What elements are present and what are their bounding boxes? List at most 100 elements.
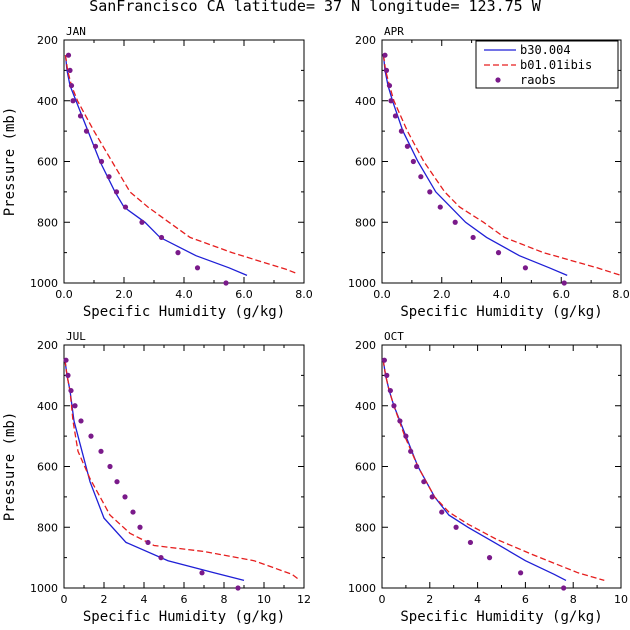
data-point-raobs	[391, 403, 397, 409]
data-point-raobs	[429, 494, 435, 500]
legend-label: raobs	[520, 73, 556, 87]
data-point-raobs	[235, 585, 241, 591]
panel-label: JUL	[66, 330, 86, 343]
data-point-raobs	[403, 433, 409, 439]
panel-jan: JAN 0.0 2.0 4.0 6.0 8.0 200 400 600 800 1000 Specif…	[2, 25, 313, 320]
y-tick-label: 200	[355, 34, 376, 47]
y-tick-label: 800	[355, 521, 376, 534]
panel-label: APR	[384, 25, 404, 38]
panel-apr: APR 0.0 2.0 4.0 6.0 8.0 200 400 600 800 1000 Specif…	[348, 25, 630, 320]
data-point-raobs	[453, 524, 459, 530]
data-point-raobs	[392, 113, 399, 119]
y-tick-label: 1000	[30, 582, 58, 595]
x-tick-label: 2.0	[433, 288, 451, 301]
legend-label: b30.004	[520, 43, 571, 57]
y-tick-label: 600	[37, 461, 58, 474]
data-point-raobs	[404, 143, 410, 149]
x-tick-label: 8	[570, 593, 577, 606]
x-tick-label: 2	[426, 593, 433, 606]
series-line-b30-004	[64, 360, 245, 582]
panel-oct: OCT 0 2 4 6 8 10 200 400 600 800 1000 Specific Humid…	[348, 330, 628, 625]
data-point-raobs	[65, 372, 71, 378]
data-point-raobs	[63, 357, 69, 363]
data-point-raobs	[175, 250, 181, 256]
legend-swatch-dot	[495, 77, 501, 83]
data-point-raobs	[414, 463, 420, 470]
x-tick-label: 2	[101, 593, 108, 606]
y-tick-label: 400	[355, 95, 376, 108]
data-point-raobs	[68, 387, 74, 394]
y-tick-label: 200	[37, 34, 58, 47]
x-tick-label: 12	[297, 593, 311, 606]
x-tick-label: 8.0	[612, 288, 630, 301]
data-point-raobs	[381, 357, 387, 363]
data-point-raobs	[388, 98, 394, 104]
data-point-raobs	[107, 463, 113, 470]
data-point-raobs	[397, 418, 403, 424]
x-tick-label: 0	[61, 593, 68, 606]
data-point-raobs	[98, 448, 104, 454]
data-point-raobs	[382, 52, 388, 58]
data-point-raobs	[387, 387, 393, 394]
data-point-raobs	[408, 448, 414, 454]
series-line-b01-01ibis	[64, 360, 301, 581]
y-tick-label: 800	[355, 216, 376, 229]
x-tick-label: 4	[474, 593, 481, 606]
data-point-raobs	[421, 479, 427, 485]
data-point-raobs	[92, 143, 99, 149]
data-point-raobs	[88, 433, 94, 439]
x-axis-label: Specific Humidity (g/kg)	[83, 304, 285, 320]
data-point-raobs	[98, 158, 105, 165]
x-tick-label: 6.0	[235, 288, 253, 301]
x-tick-label: 6	[181, 593, 188, 606]
panel-jul: JUL 0 2 4 6 8 10 12 200 400 600 800 1000 Specific Hum…	[2, 330, 311, 625]
x-tick-label: 4.0	[493, 288, 511, 301]
y-tick-label: 400	[37, 400, 58, 413]
data-point-raobs	[139, 219, 145, 225]
y-tick-label: 1000	[348, 277, 376, 290]
y-tick-label: 200	[355, 339, 376, 352]
x-tick-label: 2.0	[115, 288, 133, 301]
data-point-raobs	[78, 418, 84, 424]
data-point-raobs	[68, 82, 75, 89]
data-point-raobs	[106, 174, 112, 180]
x-tick-label: 4	[141, 593, 148, 606]
y-tick-label: 1000	[30, 277, 58, 290]
series-line-b30-004	[64, 55, 248, 276]
y-axis-label: Pressure (mb)	[2, 412, 18, 522]
y-tick-label: 400	[355, 400, 376, 413]
x-tick-label: 8	[221, 593, 228, 606]
x-tick-label: 0.0	[55, 288, 73, 301]
x-tick-label: 8.0	[295, 288, 313, 301]
data-point-raobs	[199, 570, 205, 576]
data-point-raobs	[158, 555, 164, 561]
data-point-raobs	[384, 372, 390, 378]
data-point-raobs	[418, 174, 424, 180]
figure-title: SanFrancisco CA latitude= 37 N longitude…	[89, 0, 542, 15]
data-point-raobs	[67, 67, 73, 73]
data-point-raobs	[561, 585, 567, 591]
panel-label: OCT	[384, 330, 404, 343]
data-point-raobs	[145, 539, 151, 546]
y-tick-label: 600	[355, 156, 376, 169]
data-point-raobs	[486, 555, 493, 561]
data-point-raobs	[427, 189, 433, 195]
data-point-raobs	[470, 234, 476, 241]
plot-frame	[63, 344, 305, 589]
x-tick-label: 10	[614, 593, 628, 606]
series-line-b01-01ibis	[382, 360, 605, 582]
data-point-raobs	[522, 265, 529, 271]
x-axis-label: Specific Humidity (g/kg)	[400, 304, 602, 320]
y-tick-label: 800	[37, 521, 58, 534]
data-point-raobs	[386, 82, 393, 89]
data-point-raobs	[439, 509, 445, 515]
y-tick-label: 400	[37, 95, 58, 108]
x-tick-label: 0	[379, 593, 386, 606]
x-tick-label: 6.0	[553, 288, 571, 301]
data-point-raobs	[70, 98, 76, 104]
x-tick-label: 6	[522, 593, 529, 606]
x-axis-label: Specific Humidity (g/kg)	[400, 609, 602, 625]
series-line-b30-004	[382, 360, 567, 581]
